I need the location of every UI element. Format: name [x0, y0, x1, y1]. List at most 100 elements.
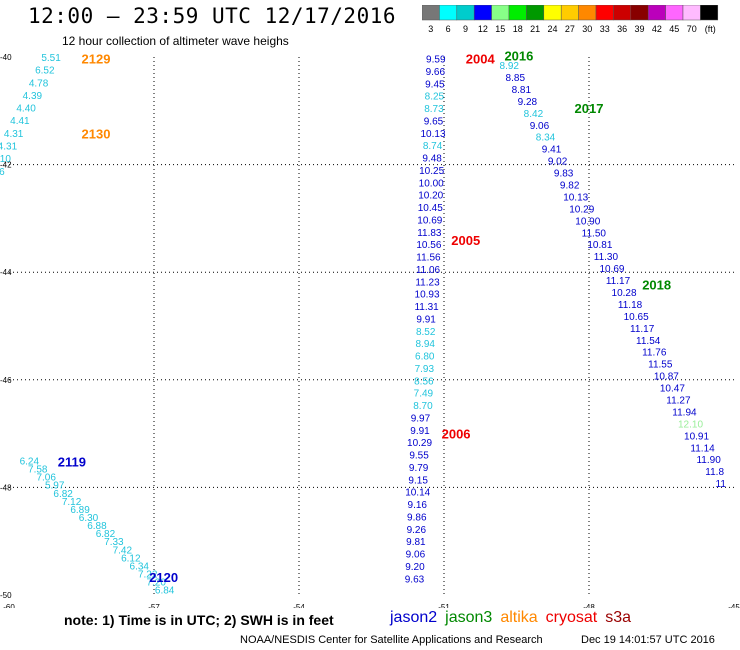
colorbar-label: 30: [582, 24, 592, 34]
wave-height-value: 8.56: [414, 376, 434, 387]
wave-height-value: 9.82: [560, 181, 580, 192]
wave-height-value: 9.06: [530, 121, 550, 132]
wave-height-value: 11: [716, 479, 727, 490]
legend-cryosat: cryosat: [545, 609, 598, 626]
colorbar-label: 18: [513, 24, 523, 34]
wave-height-value: 6.34: [130, 561, 150, 572]
wave-height-value: 7.42: [113, 545, 133, 556]
wave-height-value: 9.59: [426, 55, 446, 66]
credit-text: NOAA/NESDIS Center for Satellite Applica…: [240, 634, 543, 646]
wave-height-value: 11.55: [648, 360, 673, 371]
colorbar-label: 15: [495, 24, 505, 34]
wave-height-value: 9.55: [409, 451, 429, 462]
track-time-label: 2004: [466, 52, 496, 67]
units-note: note: 1) Time is in UTC; 2) SWH is in fe…: [64, 612, 334, 628]
legend-jason2: jason2: [390, 609, 438, 626]
track-time-label: 2016: [504, 48, 533, 63]
wave-height-value: 9.83: [554, 169, 574, 180]
wave-height-value: 10.28: [612, 288, 637, 299]
wave-height-value: 6.12: [121, 553, 141, 564]
wave-height-value: 5.97: [45, 481, 65, 492]
wave-height-value: 10.13: [421, 129, 446, 140]
wave-height-value: 9.91: [416, 314, 436, 325]
wave-height-value: 9.02: [548, 157, 568, 168]
wave-height-value: 9.48: [422, 154, 442, 165]
legend-s3a: s3a: [605, 609, 632, 626]
wave-height-value: 8.25: [425, 92, 445, 103]
generated-timestamp: Dec 19 14:01:57 UTC 2016: [581, 634, 715, 646]
track-time-label: 2129: [82, 52, 111, 67]
wave-height-value: 9.16: [408, 500, 428, 511]
color-scale-legend: 3 6 9 12 15 18 21 24 27 30 33 36 39 42 45 70 (ft): [422, 5, 719, 34]
lat-tick-label: -48: [0, 483, 12, 492]
colorbar-label: 33: [600, 24, 610, 34]
colorbar-label: 24: [547, 24, 557, 34]
wave-height-value: 10.20: [418, 191, 443, 202]
colorbar-label: 42: [652, 24, 662, 34]
lat-tick-label: -44: [0, 268, 12, 277]
lon-tick-label: -45: [728, 603, 740, 608]
wave-height-value: 11.90: [696, 455, 721, 466]
wave-height-value: 10.29: [569, 204, 594, 215]
wave-height-value: 10.87: [654, 372, 679, 383]
wave-height-value: 12.10: [678, 419, 703, 430]
wave-height-value: 4.41: [10, 116, 30, 127]
wave-height-value: 11.76: [642, 348, 667, 359]
wave-height-value: 9.97: [411, 413, 431, 424]
wave-height-value: 9.06: [406, 550, 426, 561]
wave-height-value: 9.65: [424, 116, 444, 127]
altimeter-map: -60 -57 -54 -51 -48 -45 -40 -42 -44 -46 -48 -50 5.5…: [0, 48, 740, 608]
wave-height-value: 10.93: [415, 290, 440, 301]
wave-height-value: 8.70: [413, 401, 433, 412]
wave-height-value: 10.69: [599, 264, 624, 275]
wave-height-value: 6.88: [87, 521, 107, 532]
lon-tick-label: -48: [583, 603, 595, 608]
wave-height-value: 7.58: [28, 465, 48, 476]
wave-height-value: 10.47: [660, 384, 685, 395]
wave-height-value: 7.06: [36, 473, 56, 484]
wave-height-value: 8.74: [423, 141, 443, 152]
wave-height-value: 6.80: [415, 352, 435, 363]
wave-height-value: 4.10: [0, 154, 11, 165]
wave-height-value: 11.06: [416, 265, 441, 276]
wave-height-value: 11.17: [606, 276, 631, 287]
wave-height-value: 9.45: [425, 79, 445, 90]
wave-height-value: 9.41: [542, 145, 562, 156]
track-time-label: 2006: [442, 427, 471, 442]
wave-height-value: 6.84: [155, 586, 175, 597]
wave-height-value: 7.20: [146, 578, 166, 589]
lon-tick-label: -57: [148, 603, 160, 608]
wave-height-value: 10.91: [684, 431, 709, 442]
wave-height-value: 6.52: [35, 66, 55, 77]
page-title: 12:00 – 23:59 UTC 12/17/2016: [28, 4, 397, 28]
wave-height-value: 11.14: [690, 443, 715, 454]
wave-height-value: 8.34: [536, 133, 556, 144]
wave-height-value: 9.63: [405, 574, 425, 585]
wave-height-value: 8.92: [500, 61, 520, 72]
wave-height-value: 11.23: [415, 277, 440, 288]
wave-height-value: 9.15: [408, 475, 428, 486]
wave-height-value: 4.78: [29, 78, 49, 89]
colorbar-label: 27: [565, 24, 575, 34]
map-grid: [9, 57, 734, 595]
lat-tick-label: -42: [0, 161, 12, 170]
page-subtitle: 12 hour collection of altimeter wave hei…: [62, 34, 289, 48]
track-time-label: 2120: [149, 570, 178, 585]
wave-height-value: 9.81: [406, 537, 426, 548]
wave-height-value: 9.91: [410, 426, 430, 437]
wave-height-value: 10.56: [416, 240, 441, 251]
wave-height-value: 10.90: [575, 216, 600, 227]
track-time-label: 2130: [82, 126, 111, 141]
lon-tick-label: -60: [3, 603, 15, 608]
wave-height-value: 10.00: [419, 178, 444, 189]
wave-height-value: 10.13: [563, 192, 588, 203]
wave-height-value: 10.29: [407, 438, 432, 449]
wave-height-value: 11.83: [417, 228, 442, 239]
wave-height-value: 9.28: [518, 97, 538, 108]
wave-height-value: 11.17: [630, 324, 655, 335]
wave-height-value: 7.12: [62, 497, 82, 508]
wave-height-value: 11.50: [582, 228, 607, 239]
legend-altika: altika: [500, 609, 538, 626]
colorbar-label: 36: [617, 24, 627, 34]
colorbar-swatch: [700, 5, 719, 21]
